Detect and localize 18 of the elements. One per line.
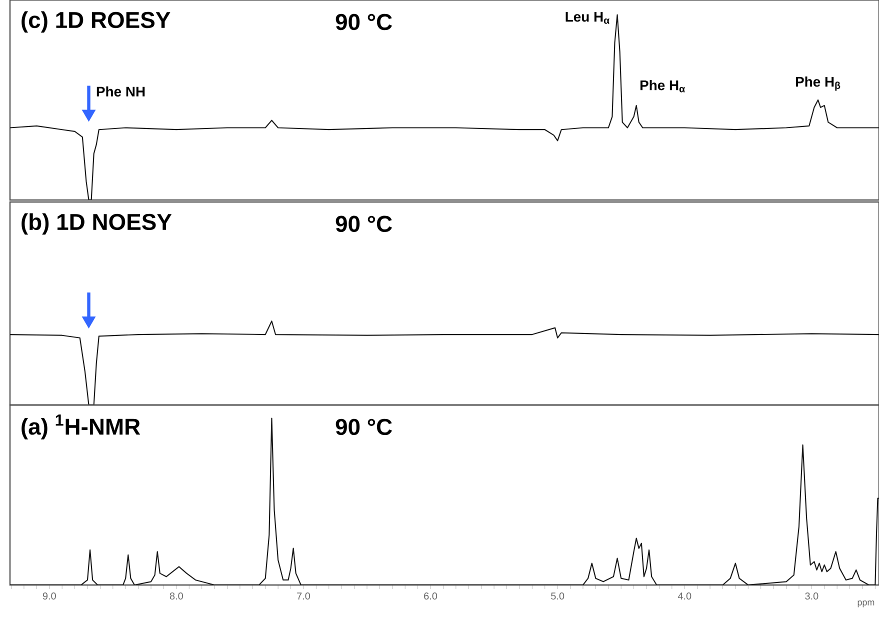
chart-subtitle: 90 °C — [336, 216, 392, 232]
chart-title: (c) 1D ROESY — [22, 11, 170, 33]
chart-subtitle: 90 °C — [336, 14, 392, 30]
chart-title: (b) 1D NOESY — [22, 213, 172, 235]
x-tick-label: 4.0 — [678, 592, 692, 600]
x-tick-label: 9.0 — [42, 592, 56, 600]
annotation: Leu H$_{α}$ — [566, 12, 610, 24]
annotation: Phe H$_{α}$ — [640, 80, 685, 92]
x-tick-label: 5.0 — [551, 592, 564, 600]
x-tick-label: 3.0 — [805, 592, 818, 600]
x-tick-label: 7.0 — [297, 592, 310, 600]
annotation: Phe H$_{β}$ — [796, 76, 840, 91]
x-tick-label: 8.0 — [170, 592, 183, 600]
annotation: Phe NH — [96, 86, 145, 97]
x-axis-title: ppm — [858, 600, 874, 608]
x-tick-label: 6.0 — [424, 592, 438, 600]
chart-subtitle: 90 °C — [336, 418, 392, 436]
chart-title: (a) $^{1}$H-NMR — [22, 414, 140, 440]
